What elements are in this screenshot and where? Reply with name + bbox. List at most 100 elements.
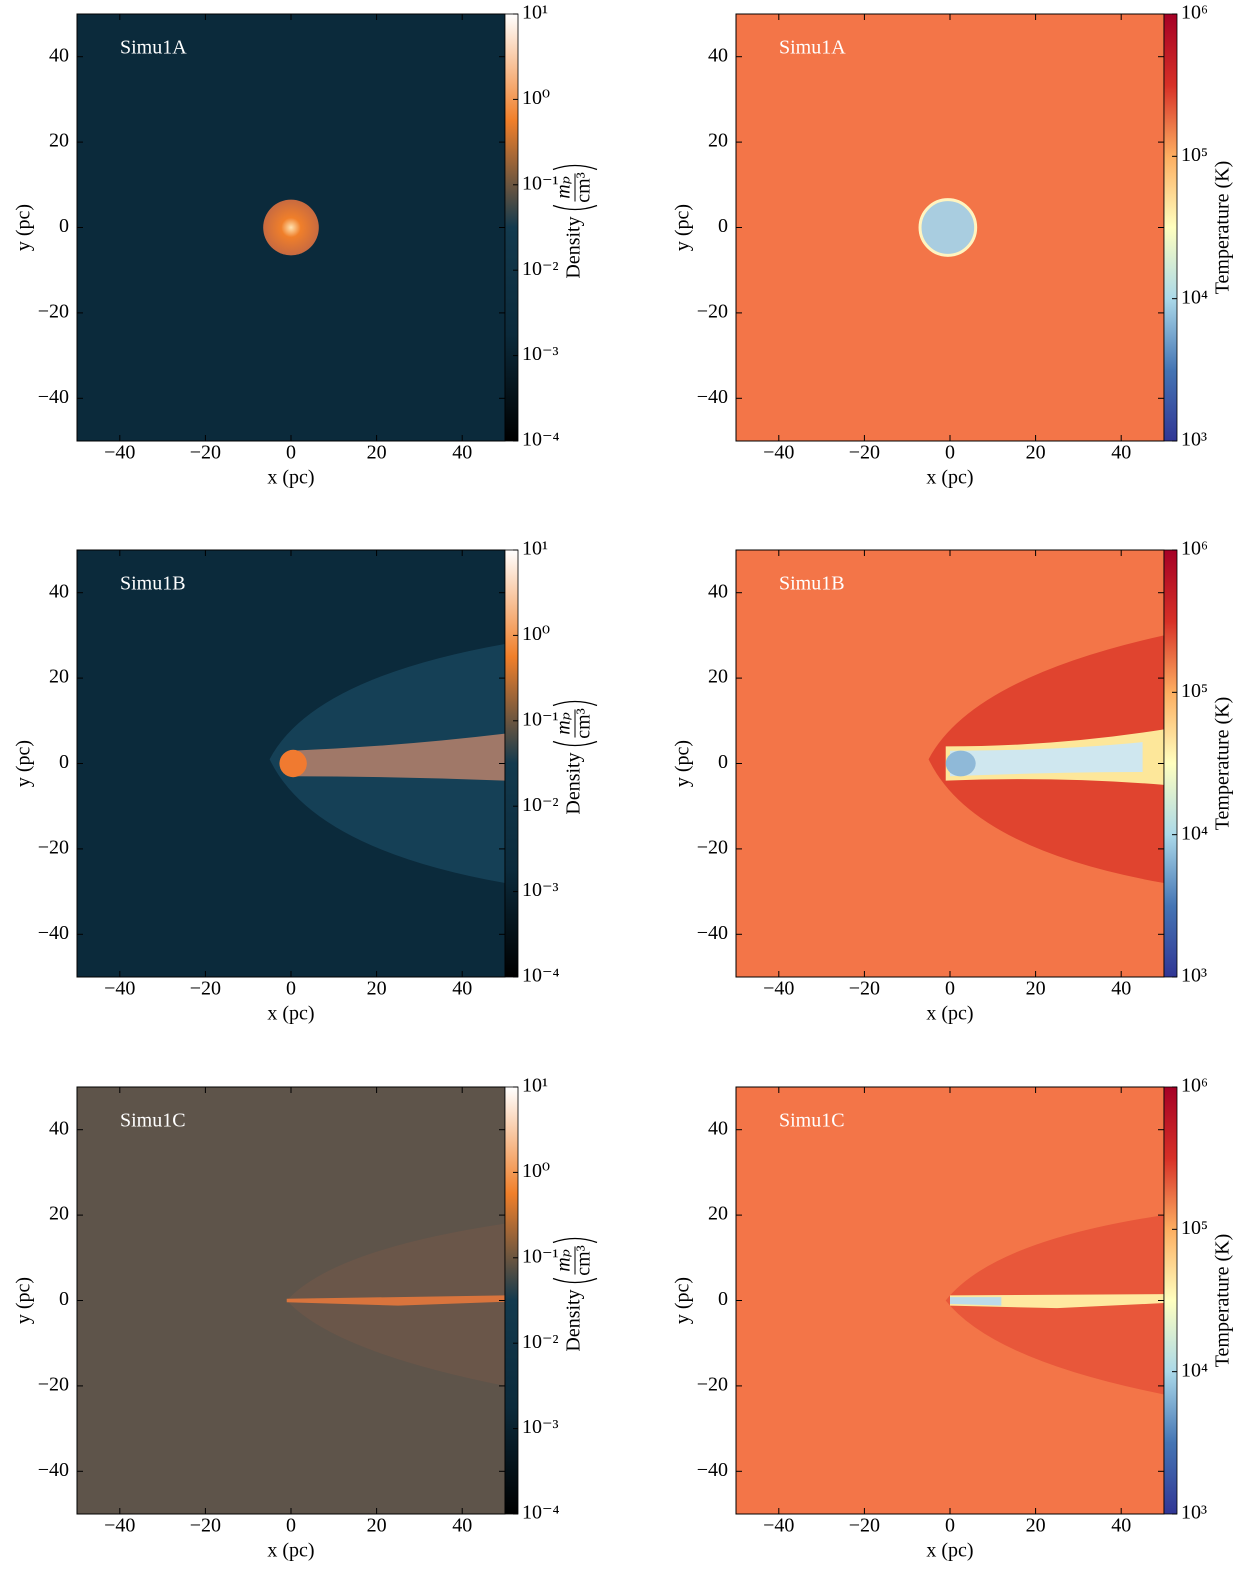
colorbar-label: Temperature (K) (1212, 1234, 1234, 1368)
y-tick-label: −20 (697, 836, 728, 858)
colorbar-unit-denominator: cm³ (573, 708, 595, 738)
colorbar-tick-label: 10⁶ (1181, 538, 1208, 560)
map-image (77, 14, 505, 441)
y-axis-label: y (pc) (13, 740, 35, 787)
panel: Simu1C −40 −20 0 20 40 −40 −20 0 20 40 x (pc) y (pc)… (672, 1075, 1234, 1562)
colorbar-unit-denominator: cm³ (573, 172, 595, 202)
y-tick-label: 40 (49, 44, 69, 66)
x-tick-label: 20 (1026, 442, 1046, 464)
colorbar-tick-label: 10⁴ (1181, 1359, 1208, 1381)
y-tick-label: −40 (38, 922, 69, 944)
paren (552, 1277, 598, 1284)
colorbar-tick-label: 10⁴ (1181, 286, 1208, 308)
colorbar-tick-label: 10¹ (522, 538, 548, 560)
y-tick-label: −20 (38, 300, 69, 322)
colorbar-tick-label: 10⁻² (522, 794, 559, 816)
y-axis-label: y (pc) (672, 1277, 694, 1324)
panel-label: Simu1C (120, 1110, 186, 1132)
head (945, 750, 976, 777)
x-tick-label: −40 (763, 1515, 794, 1537)
colorbar-unit-denominator: cm³ (573, 1245, 595, 1275)
y-tick-label: −20 (38, 1373, 69, 1395)
panel: Simu1C −40 −20 0 20 40 −40 −20 0 20 40 x (pc) y (pc)… (13, 1075, 598, 1562)
y-tick-label: 0 (718, 1288, 728, 1310)
colorbar-tick-label: 10⁻⁴ (522, 965, 560, 987)
x-tick-label: 20 (1026, 978, 1046, 1000)
y-axis-label: y (pc) (672, 740, 694, 787)
paren (552, 1237, 598, 1244)
x-tick-label: −20 (849, 978, 880, 1000)
colorbar-tick-label: 10⁻¹ (522, 708, 559, 730)
colorbar-tick-label: 10⁵ (1181, 144, 1208, 166)
x-tick-label: 40 (452, 1515, 472, 1537)
x-axis-label: x (pc) (926, 467, 973, 489)
colorbar-tick-label: 10⁰ (522, 1160, 550, 1182)
panel-label: Simu1B (779, 573, 845, 595)
colorbar (1163, 549, 1178, 978)
cloud (918, 198, 978, 257)
y-tick-label: 20 (708, 666, 728, 688)
tail (291, 733, 505, 781)
y-axis-label: y (pc) (13, 1277, 35, 1324)
colorbar-tick-label: 10⁵ (1181, 680, 1208, 702)
x-tick-label: 0 (945, 442, 955, 464)
map-image (736, 14, 1164, 441)
x-tick-label: 0 (286, 442, 296, 464)
x-tick-label: −20 (190, 1515, 221, 1537)
colorbar-label-text: Density (563, 1289, 585, 1351)
colorbar-tick-label: 10⁻² (522, 1331, 559, 1353)
colorbar-tick-label: 10³ (1181, 429, 1207, 451)
y-tick-label: 20 (49, 666, 69, 688)
x-tick-label: 20 (367, 442, 387, 464)
x-axis-label: x (pc) (267, 1003, 314, 1025)
x-tick-label: −20 (190, 442, 221, 464)
tail (286, 1295, 505, 1306)
x-tick-label: −40 (763, 978, 794, 1000)
y-tick-label: −20 (697, 300, 728, 322)
colorbar-tick-label: 10⁴ (1181, 822, 1208, 844)
y-tick-label: 0 (59, 215, 69, 237)
colorbar-unit-numerator: mₚ (553, 712, 575, 734)
panel: Simu1B −40 −20 0 20 40 −40 −20 0 20 40 x (pc) y (pc)… (13, 538, 598, 1025)
colorbar-tick-label: 10⁻² (522, 258, 559, 280)
paren (552, 700, 598, 707)
x-tick-label: 0 (945, 1515, 955, 1537)
panel: Simu1A −40 −20 0 20 40 −40 −20 0 20 40 x (pc) y (pc)… (13, 2, 598, 489)
y-axis-label: y (pc) (672, 204, 694, 251)
cloud (263, 199, 319, 256)
x-axis-label: x (pc) (926, 1540, 973, 1562)
colorbar-tick-label: 10⁻⁴ (522, 1502, 560, 1524)
head (279, 749, 307, 778)
x-tick-label: 40 (1111, 442, 1131, 464)
panel: Simu1A −40 −20 0 20 40 −40 −20 0 20 40 x (pc) y (pc)… (672, 2, 1234, 489)
y-tick-label: −20 (38, 836, 69, 858)
x-axis-label: x (pc) (926, 1003, 973, 1025)
colorbar-tick-label: 10⁻³ (522, 343, 559, 365)
panel-label: Simu1C (779, 1110, 845, 1132)
colorbar-tick-label: 10⁰ (522, 623, 550, 645)
y-axis-label: y (pc) (13, 204, 35, 251)
y-tick-label: −20 (697, 1373, 728, 1395)
y-tick-label: 0 (718, 751, 728, 773)
map-image (736, 1087, 1164, 1514)
colorbar-tick-label: 10⁰ (522, 87, 550, 109)
x-tick-label: −20 (849, 1515, 880, 1537)
colorbar-label: Temperature (K) (1212, 697, 1234, 831)
colorbar-tick-label: 10⁻¹ (522, 1245, 559, 1267)
y-tick-label: 40 (49, 580, 69, 602)
y-tick-label: 20 (708, 130, 728, 152)
x-tick-label: −40 (104, 978, 135, 1000)
x-tick-label: 0 (286, 978, 296, 1000)
x-tick-label: −40 (763, 442, 794, 464)
colorbar-tick-label: 10¹ (522, 2, 548, 24)
x-tick-label: 0 (945, 978, 955, 1000)
colorbar-tick-label: 10³ (1181, 1502, 1207, 1524)
y-tick-label: −40 (697, 1459, 728, 1481)
y-tick-label: −40 (697, 386, 728, 408)
colorbar-tick-label: 10⁻³ (522, 1416, 559, 1438)
x-tick-label: 20 (367, 978, 387, 1000)
x-tick-label: −40 (104, 1515, 135, 1537)
colorbar-tick-label: 10⁻³ (522, 879, 559, 901)
